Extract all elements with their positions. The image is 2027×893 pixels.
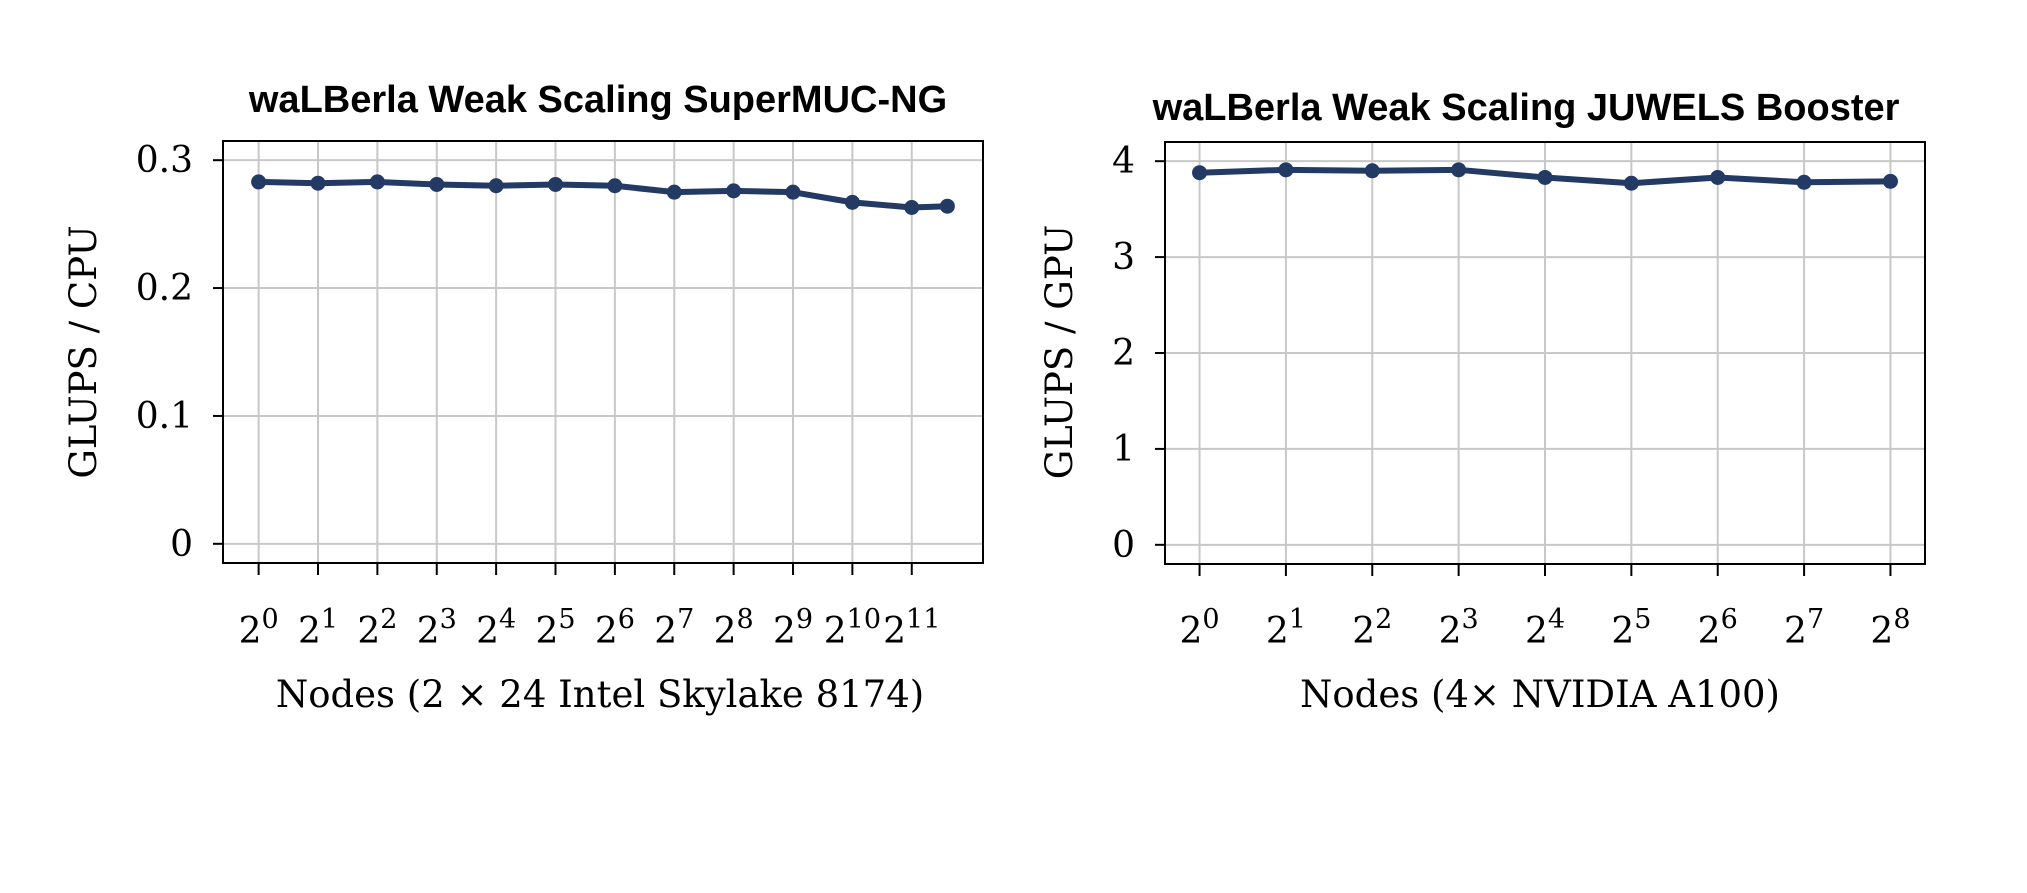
x-tick-label: 210 — [824, 604, 881, 652]
data-point — [726, 183, 742, 199]
y-tick-label: 3 — [1112, 237, 1135, 278]
x-tick-label: 26 — [595, 604, 635, 652]
gridlines — [1165, 142, 1925, 564]
data-point — [1451, 162, 1467, 178]
x-tick-label: 22 — [357, 604, 397, 652]
series — [1192, 162, 1898, 191]
chart-title: waLBerla Weak Scaling JUWELS Booster — [1152, 87, 1900, 129]
x-tick-label: 20 — [239, 604, 279, 652]
x-axis-label: Nodes (2 × 24 Intel Skylake 8174) — [276, 673, 924, 716]
x-tick-label: 22 — [1352, 604, 1392, 652]
y-axis: 0 1 2 3 4 — [1112, 141, 1165, 566]
y-axis: 0 0.1 0.2 0.3 — [136, 140, 223, 565]
y-tick-label: 0.2 — [136, 268, 193, 309]
data-point — [1623, 175, 1639, 191]
x-tick-label: 23 — [417, 604, 457, 652]
y-tick-label: 4 — [1112, 141, 1135, 182]
y-axis-label: GLUPS / GPU — [1038, 225, 1081, 480]
data-point — [1796, 174, 1812, 190]
y-tick-label: 0 — [1112, 525, 1135, 566]
x-tick-label: 24 — [476, 604, 516, 652]
y-axis-label: GLUPS / CPU — [62, 225, 105, 478]
data-point — [310, 175, 326, 191]
y-tick-label: 0 — [170, 524, 193, 565]
x-tick-label: 211 — [883, 604, 940, 652]
x-tick-label: 27 — [1784, 604, 1824, 652]
x-tick-label: 25 — [1611, 604, 1651, 652]
data-point — [429, 176, 445, 192]
data-point — [488, 178, 504, 194]
data-point — [369, 174, 385, 190]
data-point — [785, 184, 801, 200]
data-point — [1537, 169, 1553, 185]
x-axis: 20 21 22 23 24 25 26 27 28 — [1179, 564, 1911, 652]
chart-juwels: waLBerla Weak Scaling JUWELS Booster 0 1 2… — [1038, 87, 1926, 716]
x-tick-label: 24 — [1525, 604, 1565, 652]
x-tick-label: 28 — [1870, 604, 1910, 652]
x-tick-label: 20 — [1179, 604, 1219, 652]
x-tick-label: 29 — [773, 604, 813, 652]
x-tick-label: 25 — [535, 604, 575, 652]
data-point — [1278, 162, 1294, 178]
data-point — [607, 178, 623, 194]
data-point — [1710, 169, 1726, 185]
data-point — [939, 198, 955, 214]
chart-title: waLBerla Weak Scaling SuperMUC-NG — [248, 79, 947, 121]
x-tick-label: 21 — [298, 604, 338, 652]
gridlines — [223, 141, 983, 563]
data-point — [1192, 165, 1208, 181]
chart-supermuc: waLBerla Weak Scaling SuperMUC-NG 0 0.1 0.… — [62, 79, 984, 716]
data-point — [844, 194, 860, 210]
plot-frame — [222, 140, 984, 564]
y-tick-label: 1 — [1112, 429, 1135, 470]
data-point — [548, 176, 563, 192]
series-line — [258, 178, 948, 211]
data-point — [251, 174, 267, 190]
data-point — [904, 199, 920, 215]
x-tick-label: 28 — [714, 604, 754, 652]
data-point — [666, 184, 682, 200]
x-axis-label: Nodes (4× NVIDIA A100) — [1300, 673, 1780, 716]
x-tick-label: 23 — [1439, 604, 1479, 652]
y-tick-label: 2 — [1112, 333, 1135, 374]
x-axis: 20 21 22 23 24 25 26 27 28 29 210 211 — [239, 563, 940, 652]
y-tick-label: 0.1 — [136, 396, 193, 437]
x-tick-label: 26 — [1698, 604, 1738, 652]
data-point — [1882, 173, 1898, 189]
x-tick-label: 21 — [1266, 604, 1306, 652]
y-tick-label: 0.3 — [136, 140, 193, 181]
series — [251, 174, 955, 215]
x-tick-label: 27 — [654, 604, 694, 652]
data-point — [1364, 163, 1380, 179]
